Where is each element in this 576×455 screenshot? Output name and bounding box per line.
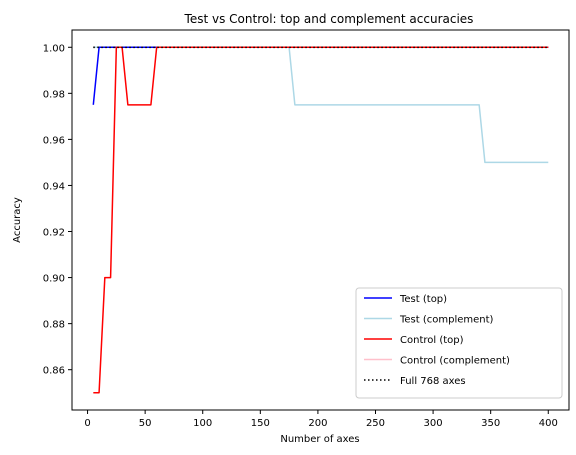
x-tick-label: 250 (366, 418, 385, 429)
y-axis: 0.86 0.88 0.90 0.92 0.94 0.96 0.98 1.00 (43, 43, 72, 377)
x-tick-label: 300 (424, 418, 443, 429)
y-tick-label: 0.94 (43, 181, 65, 192)
y-tick-label: 0.96 (43, 135, 65, 146)
plot-frame (71, 29, 570, 411)
y-tick-label: 0.90 (43, 274, 65, 285)
legend-label: Full 768 axes (400, 376, 466, 387)
legend-label: Test (top) (399, 294, 447, 305)
legend-box (355, 287, 563, 399)
legend-label: Control (top) (400, 335, 464, 346)
x-tick-label: 350 (481, 418, 500, 429)
x-axis: 0 50 100 150 200 250 300 350 400 (84, 410, 558, 429)
x-tick-label: 200 (308, 418, 327, 429)
x-tick-label: 0 (84, 418, 90, 429)
series-line-test-top (92, 46, 549, 105)
legend-label: Control (complement) (400, 356, 510, 367)
plot-area (92, 46, 549, 394)
x-tick-label: 150 (251, 418, 270, 429)
x-tick-label: 50 (139, 418, 152, 429)
series-line-test-complement (93, 46, 549, 164)
x-axis-label: Number of axes (280, 434, 359, 445)
y-tick-label: 0.98 (43, 89, 65, 100)
y-axis-label: Accuracy (12, 197, 23, 243)
series-line-control-top (93, 46, 549, 394)
y-tick-label: 1.00 (43, 43, 65, 54)
legend: Test (top) Test (complement) Control (top)… (355, 287, 563, 399)
chart-title: Test vs Control: top and complement accu… (184, 12, 474, 26)
y-tick-label: 0.86 (43, 366, 65, 377)
x-tick-label: 100 (193, 418, 212, 429)
legend-label: Test (complement) (399, 315, 494, 326)
y-tick-label: 0.92 (43, 228, 65, 239)
y-tick-label: 0.88 (43, 320, 65, 331)
x-tick-label: 400 (539, 418, 558, 429)
